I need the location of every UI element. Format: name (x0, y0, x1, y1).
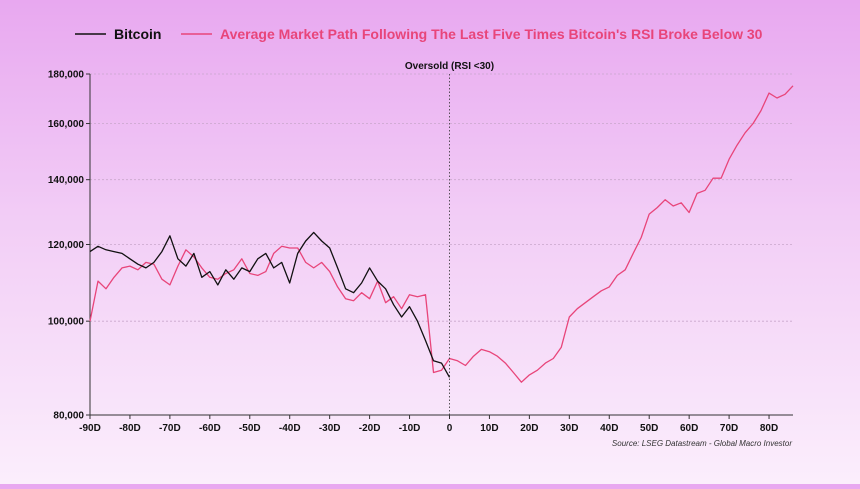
y-tick-label: 80,000 (53, 411, 84, 422)
y-tick-label: 160,000 (48, 119, 85, 130)
x-tick-label: 80D (760, 423, 778, 434)
source-note: Source: LSEG Datastream - Global Macro I… (612, 439, 792, 448)
legend: Bitcoin Average Market Path Following Th… (75, 26, 763, 42)
x-tick-label: 60D (680, 423, 698, 434)
legend-label-average-market-path: Average Market Path Following The Last F… (220, 26, 763, 42)
y-tick-label: 140,000 (48, 175, 85, 186)
series-line-average-market-path (89, 85, 794, 383)
x-tick-label: 10D (480, 423, 498, 434)
x-tick-label: -40D (279, 423, 301, 434)
x-tick-label: 50D (640, 423, 658, 434)
axes: 80,000 100,000 120,000 140,000 160,000 180,00… (48, 70, 793, 434)
x-tick-label: 20D (520, 423, 538, 434)
x-tick-label: 30D (560, 423, 578, 434)
grid (90, 73, 793, 322)
y-tick-label: 180,000 (48, 70, 85, 81)
x-tick-label: -10D (399, 423, 421, 434)
x-tick-label: -30D (319, 423, 341, 434)
x-tick-label: -20D (359, 423, 381, 434)
x-tick-label: 0 (447, 423, 453, 434)
x-tick-label: -80D (119, 423, 141, 434)
x-tick-label: 40D (600, 423, 618, 434)
legend-label-bitcoin: Bitcoin (114, 26, 161, 42)
x-tick-label: -70D (159, 423, 181, 434)
x-tick-label: -90D (79, 423, 101, 434)
x-tick-label: -60D (199, 423, 221, 434)
series-line-bitcoin (89, 231, 451, 378)
y-tick-label: 120,000 (48, 240, 85, 251)
oversold-annotation: Oversold (RSI <30) (405, 61, 494, 72)
x-tick-label: 70D (720, 423, 738, 434)
y-tick-label: 100,000 (48, 317, 85, 328)
x-tick-label: -50D (239, 423, 261, 434)
plot-area (89, 85, 794, 383)
